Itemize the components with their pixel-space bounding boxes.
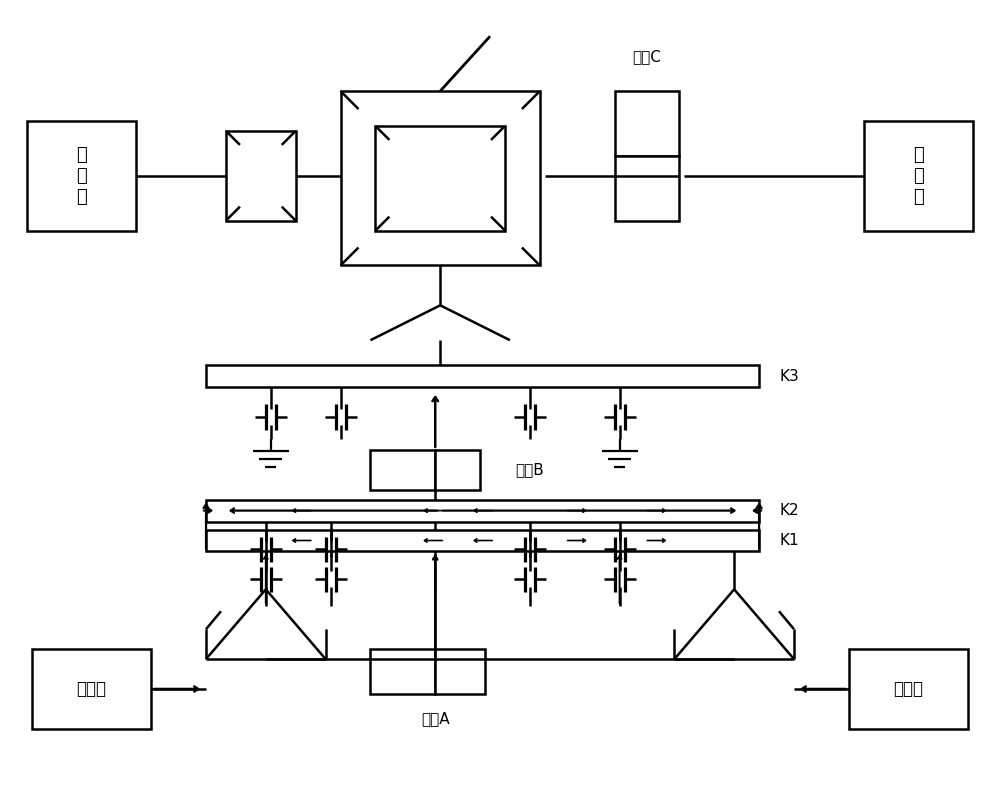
Bar bbox=[615, 91, 679, 156]
Bar bbox=[375, 126, 505, 231]
Text: K2: K2 bbox=[779, 503, 799, 518]
Text: 电机B: 电机B bbox=[515, 462, 544, 477]
Bar bbox=[435, 450, 480, 490]
Text: K3: K3 bbox=[779, 369, 799, 383]
Text: 发动机: 发动机 bbox=[894, 680, 924, 698]
Text: 前
函
道: 前 函 道 bbox=[76, 146, 87, 206]
Bar bbox=[206, 365, 759, 387]
Bar bbox=[206, 499, 759, 522]
Bar bbox=[226, 131, 296, 221]
Bar bbox=[341, 91, 540, 266]
Text: 电机A: 电机A bbox=[421, 712, 450, 727]
Bar bbox=[864, 121, 973, 231]
Bar bbox=[32, 650, 151, 729]
Text: K1: K1 bbox=[779, 533, 799, 548]
Bar bbox=[27, 121, 136, 231]
Bar bbox=[370, 450, 435, 490]
Bar bbox=[435, 650, 485, 694]
Text: 发动机: 发动机 bbox=[76, 680, 106, 698]
Text: 后
函
道: 后 函 道 bbox=[913, 146, 924, 206]
Bar bbox=[615, 156, 679, 221]
Bar bbox=[370, 650, 435, 694]
Bar bbox=[849, 650, 968, 729]
Bar bbox=[206, 529, 759, 552]
Text: 电机C: 电机C bbox=[632, 48, 661, 64]
